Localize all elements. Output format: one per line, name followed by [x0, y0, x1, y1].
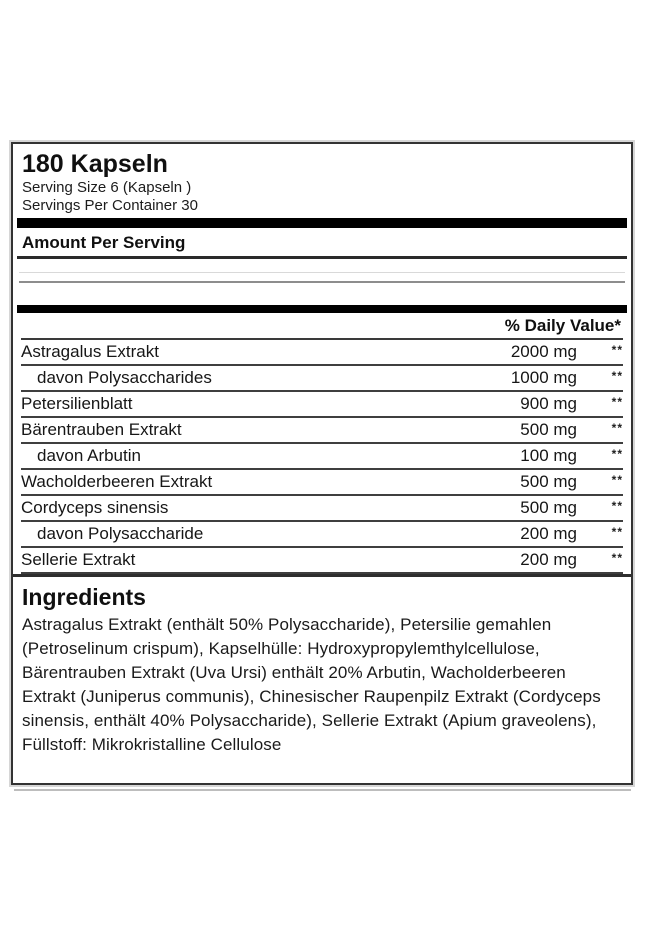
- row-name: davon Polysaccharides: [37, 368, 212, 387]
- light-rule: [19, 272, 625, 273]
- row-daily-value: **: [611, 473, 623, 487]
- row-amount: 1000 mg: [510, 368, 577, 387]
- row-amount: 500 mg: [520, 420, 577, 439]
- row-daily-value: **: [611, 421, 623, 435]
- row-daily-value: **: [611, 447, 623, 461]
- row-name: Petersilienblatt: [21, 394, 133, 413]
- panel-header: 180 Kapseln Serving Size 6 (Kapseln ) Se…: [13, 144, 631, 215]
- row-name: davon Polysaccharide: [37, 524, 204, 543]
- table-row: Petersilienblatt 900 mg **: [21, 392, 623, 418]
- serving-size-line: Serving Size 6 (Kapseln ): [22, 179, 192, 196]
- row-name: Cordyceps sinensis: [21, 498, 169, 517]
- table-row: Bärentrauben Extrakt 500 mg **: [21, 418, 623, 444]
- row-name: Astragalus Extrakt: [21, 342, 159, 361]
- table-row: davon Arbutin 100 mg **: [21, 444, 623, 470]
- panel-bottom-shadow: [14, 789, 631, 791]
- row-amount: 500 mg: [520, 498, 577, 517]
- table-row: davon Polysaccharide 200 mg **: [21, 522, 623, 548]
- row-amount: 200 mg: [520, 550, 577, 569]
- ingredients-text: Astragalus Extrakt (enthält 50% Polysacc…: [22, 615, 601, 754]
- table-row: Wacholderbeeren Extrakt 500 mg **: [21, 470, 623, 496]
- thick-divider-bar-top: [17, 218, 627, 228]
- daily-value-header: % Daily Value*: [21, 313, 623, 340]
- row-daily-value: **: [611, 525, 623, 539]
- servings-per-container-line: Servings Per Container 30: [22, 197, 198, 214]
- row-daily-value: **: [611, 395, 623, 409]
- table-row: Sellerie Extrakt 200 mg **: [21, 548, 623, 574]
- spacer-row: [19, 259, 625, 305]
- row-name: Bärentrauben Extrakt: [21, 420, 182, 439]
- row-daily-value: **: [611, 551, 623, 565]
- product-quantity-title: 180 Kapseln: [22, 150, 168, 178]
- ingredients-section: Ingredients Astragalus Extrakt (enthält …: [13, 577, 631, 757]
- row-name: Wacholderbeeren Extrakt: [21, 472, 213, 491]
- row-name: davon Arbutin: [37, 446, 141, 465]
- table-row: Cordyceps sinensis 500 mg **: [21, 496, 623, 522]
- row-amount: 500 mg: [520, 472, 577, 491]
- thick-divider-bar-mid: [17, 305, 627, 313]
- row-amount: 200 mg: [520, 524, 577, 543]
- table-row: Astragalus Extrakt 2000 mg **: [21, 340, 623, 366]
- row-name: Sellerie Extrakt: [21, 550, 136, 569]
- supplement-facts-panel: 180 Kapseln Serving Size 6 (Kapseln ) Se…: [11, 142, 633, 785]
- table-row: davon Polysaccharides 1000 mg **: [21, 366, 623, 392]
- gray-rule: [19, 281, 625, 283]
- ingredients-heading: Ingredients: [22, 584, 146, 610]
- row-daily-value: **: [611, 343, 623, 357]
- row-amount: 2000 mg: [510, 342, 577, 361]
- row-daily-value: **: [611, 499, 623, 513]
- row-amount: 900 mg: [520, 394, 577, 413]
- row-daily-value: **: [611, 369, 623, 383]
- amount-per-serving-heading: Amount Per Serving: [17, 230, 627, 259]
- row-amount: 100 mg: [520, 446, 577, 465]
- section-divider: [13, 574, 631, 577]
- facts-rows: Astragalus Extrakt 2000 mg ** davon Poly…: [21, 340, 623, 574]
